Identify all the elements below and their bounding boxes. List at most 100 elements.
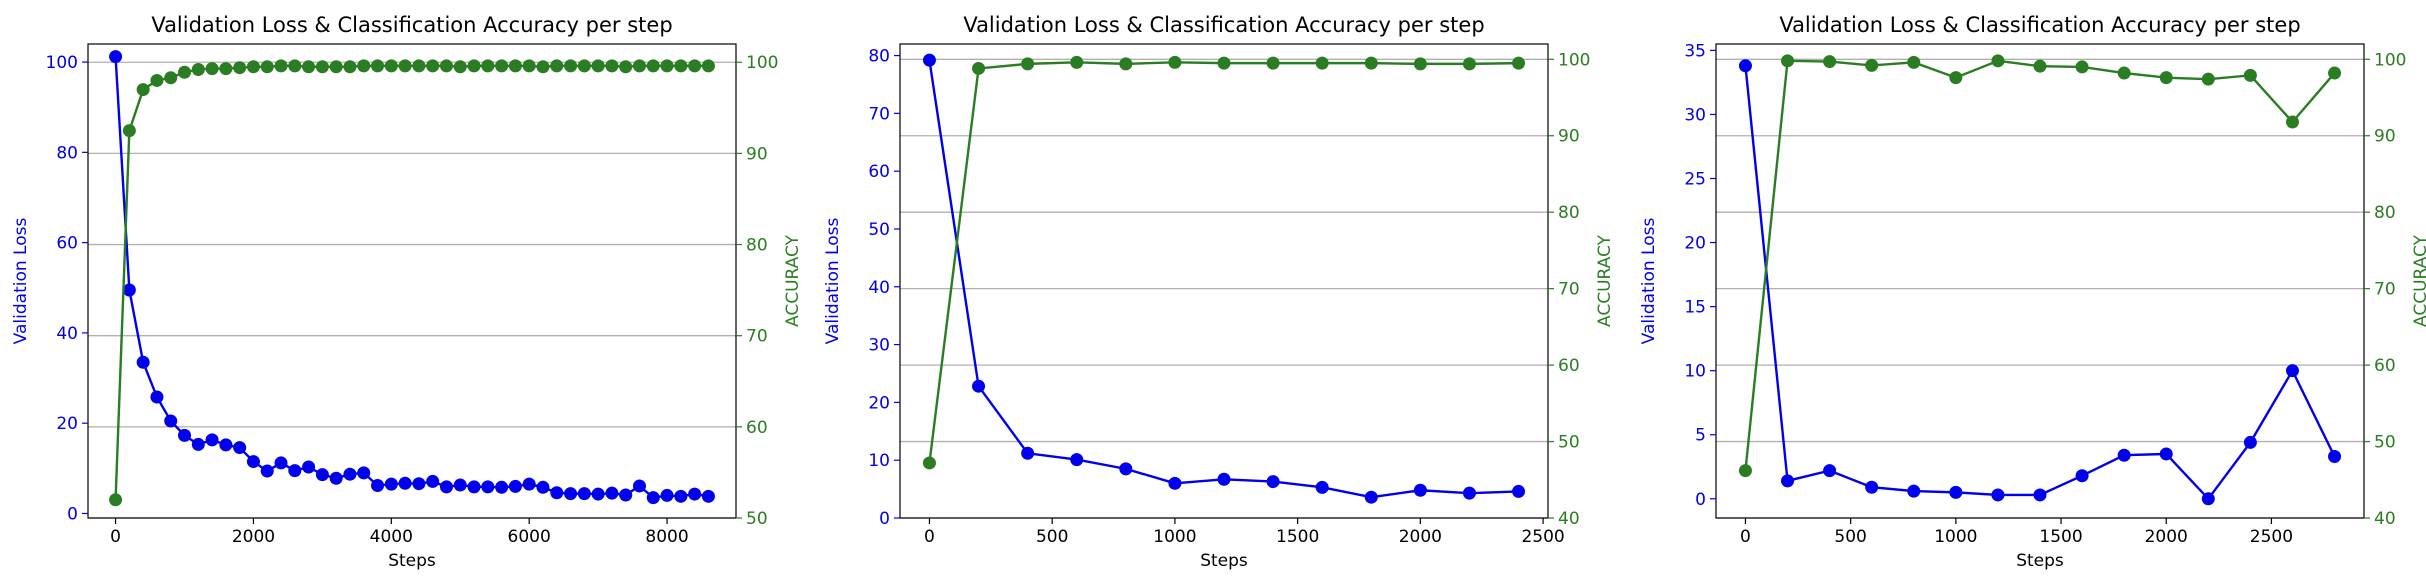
y-right-tick-label: 40 (1558, 509, 1580, 529)
accuracy-point (1168, 55, 1182, 69)
loss-point (467, 480, 481, 494)
loss-point (495, 480, 509, 494)
x-tick-label: 1500 (1276, 527, 1319, 547)
y-left-tick-label: 60 (868, 162, 890, 182)
loss-point (219, 438, 233, 452)
x-tick-label: 8000 (645, 527, 688, 547)
accuracy-point (522, 59, 536, 73)
loss-point (1781, 474, 1795, 488)
loss-point (1823, 464, 1837, 478)
accuracy-point (2159, 71, 2173, 85)
accuracy-point (1364, 56, 1378, 70)
loss-point (150, 390, 164, 404)
loss-point (1462, 486, 1476, 500)
x-tick-label: 0 (1740, 527, 1751, 547)
accuracy-point (1991, 54, 2005, 68)
loss-point (646, 491, 660, 505)
y-left-tick-label: 0 (67, 504, 78, 524)
chart-panel-2: 0 500 1000 1500 2000 2500 0 10 20 30 40 50 60 70 80 40 5… (823, 13, 1615, 571)
x-tick-label: 2000 (1399, 527, 1442, 547)
y-right-tick-label: 90 (2374, 127, 2396, 147)
accuracy-point (1021, 57, 1035, 71)
accuracy-point (453, 60, 467, 74)
loss-point (688, 487, 702, 501)
loss-point (1738, 59, 1752, 73)
loss-point (522, 477, 536, 491)
y-left-tick-label: 100 (46, 53, 78, 73)
y-left-tick-label: 80 (56, 143, 78, 163)
accuracy-point (1738, 464, 1752, 478)
loss-point (2201, 492, 2215, 506)
x-axis-label: Steps (1200, 551, 1248, 571)
y-left-tick-label: 35 (1684, 41, 1706, 61)
accuracy-point (329, 60, 343, 74)
accuracy-point (233, 61, 247, 75)
y-right-tick-label: 60 (1558, 356, 1580, 376)
y-left-tick-label: 80 (868, 47, 890, 67)
y-left-tick-label: 40 (56, 324, 78, 344)
plot-frame (1715, 43, 2365, 519)
plot-frame (899, 43, 1549, 519)
x-tick-label: 4000 (370, 527, 413, 547)
accuracy-point (536, 60, 550, 74)
accuracy-point (2117, 66, 2131, 80)
accuracy-point (246, 60, 260, 74)
loss-point (605, 486, 619, 500)
loss-point (191, 437, 205, 451)
x-tick-label: 2000 (232, 527, 275, 547)
y-left-tick-label: 50 (868, 220, 890, 240)
y-left-tick-label: 30 (868, 336, 890, 356)
loss-point (2243, 435, 2257, 449)
y-right-tick-label: 50 (746, 509, 768, 529)
y-right-tick-label: 90 (1558, 127, 1580, 147)
loss-point (1413, 483, 1427, 497)
loss-point (371, 478, 385, 492)
loss-point (2075, 469, 2089, 483)
accuracy-point (564, 59, 578, 73)
y-left-tick-label: 40 (868, 278, 890, 298)
loss-point (426, 474, 440, 488)
y-right-axis-label: ACCURACY (1595, 234, 1615, 327)
loss-point (412, 477, 426, 491)
loss-point (302, 460, 316, 474)
y-right-tick-label: 50 (1558, 433, 1580, 453)
accuracy-point (922, 456, 936, 470)
accuracy-point (357, 59, 371, 73)
loss-point (384, 477, 398, 491)
accuracy-point (550, 59, 564, 73)
accuracy-point (164, 71, 178, 85)
y-right-tick-label: 80 (746, 236, 768, 256)
accuracy-point (1462, 57, 1476, 71)
y-right-tick-label: 80 (2374, 203, 2396, 223)
loss-point (564, 487, 578, 501)
accuracy-point (1217, 56, 1231, 70)
accuracy-point (481, 59, 495, 73)
loss-point (1266, 475, 1280, 489)
loss-point (1119, 462, 1133, 476)
loss-point (632, 479, 646, 493)
accuracy-point (315, 60, 329, 74)
y-right-tick-label: 100 (1558, 50, 1590, 70)
loss-point (2285, 364, 2299, 378)
x-tick-label: 1500 (2039, 527, 2082, 547)
y-left-tick-label: 30 (1684, 105, 1706, 125)
plot-frame (87, 43, 737, 519)
y-left-axis-label: Validation Loss (1639, 218, 1659, 345)
loss-point (619, 488, 633, 502)
chart-panel-3: 0 500 1000 1500 2000 2500 0 5 10 15 20 25 30 35 40 50 60… (1639, 13, 2426, 571)
accuracy-point (1070, 55, 1084, 69)
accuracy-point (660, 59, 674, 73)
y-right-tick-label: 100 (746, 53, 778, 73)
y-right-tick-label: 100 (2374, 50, 2406, 70)
x-tick-label: 2500 (1521, 527, 1564, 547)
loss-point (1021, 446, 1035, 460)
accuracy-point (343, 60, 357, 74)
loss-point (274, 456, 288, 470)
accuracy-point (632, 59, 646, 73)
accuracy-point (398, 59, 412, 73)
loss-point (178, 428, 192, 442)
loss-point (1070, 453, 1084, 467)
loss-point (1949, 485, 1963, 499)
loss-point (246, 455, 260, 469)
